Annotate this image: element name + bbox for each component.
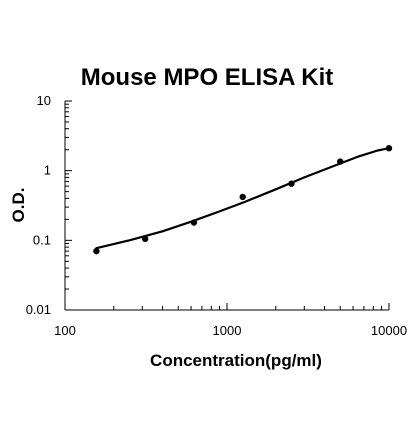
fit-curve-line [95,147,391,250]
data-point [93,247,100,255]
data-point [190,219,198,226]
x-tick-label: 100 [54,323,76,338]
y-axis-label: O.D. [9,188,28,223]
y-tick-label: 1 [44,163,51,178]
y-tick-label: 10 [37,93,51,108]
y-tick-label: 0.1 [33,232,51,247]
data-point [385,145,393,152]
x-axis-label: Concentration(pg/ml) [150,351,322,370]
data-point [288,180,295,187]
data-point [239,193,246,201]
y-tick-label: 0.01 [26,302,51,317]
x-tick-label: 1000 [213,323,242,338]
data-point [141,235,149,243]
data-point [337,158,344,165]
x-tick-label: 10000 [371,323,407,338]
chart-title: Mouse MPO ELISA Kit [81,64,333,91]
